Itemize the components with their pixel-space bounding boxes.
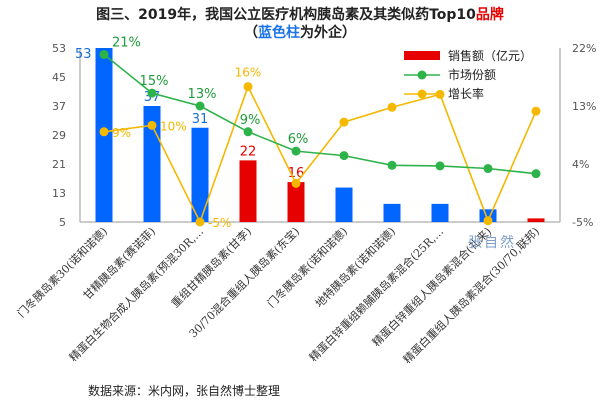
legend-growth-marker [417,89,427,99]
subtitle-open: （ [244,25,258,41]
left-tick-label: 21 [52,158,66,171]
category-label: 门冬胰岛素(诺和诺德) [264,224,350,310]
share-point [243,127,253,137]
share-point [195,101,205,111]
legend-share-label: 市场份额 [448,67,496,82]
bar [191,127,209,222]
bar [335,187,353,222]
bar-value-label: 31 [192,112,209,127]
left-tick-label: 45 [52,71,66,84]
legend-bar-swatch [404,51,440,60]
bar [527,218,545,222]
share-point [483,164,493,174]
chart-title: 图三、2019年，我国公立医疗机构胰岛素及其类似药Top10品牌 [0,4,600,24]
left-tick-label: 37 [52,100,66,113]
growth-value-label: -5% [208,216,231,230]
watermark: 张自然 [468,235,516,251]
legend-sales-label: 销售额（亿元） [448,48,532,63]
growth-point [531,106,541,116]
category-label: 门冬胰岛素30(诺和诺德) [14,224,110,320]
share-value-label: 13% [188,87,217,102]
right-tick-label: -5% [572,216,593,229]
growth-value-label: 9% [112,126,131,140]
share-point [435,161,445,171]
growth-value-label: 10% [160,119,187,133]
share-value-label: 21% [112,35,141,50]
legend-growth-label: 增长率 [448,86,484,101]
data-source: 数据来源：米内网，张自然博士整理 [88,384,281,398]
growth-point [387,102,397,112]
growth-point [195,217,205,227]
bar [383,203,401,222]
left-tick-label: 53 [52,42,66,55]
bar-value-label: 22 [240,144,257,159]
left-tick-label: 5 [59,216,66,229]
share-point [147,88,157,98]
share-value-label: 6% [288,132,309,147]
share-point [99,49,109,59]
title-text: 图三、2019年，我国公立医疗机构胰岛素及其类似药Top10 [96,7,476,23]
title-highlight: 品牌 [475,7,504,23]
growth-point [99,127,109,137]
subtitle-highlight: 蓝色柱 [258,25,300,41]
chart-subtitle: （蓝色柱为外企） [0,22,600,42]
subtitle-text: 为外企） [300,25,356,41]
growth-point [243,82,253,92]
growth-point [291,178,301,188]
share-point [387,160,397,170]
share-line [103,53,537,175]
share-value-label: 9% [240,113,261,128]
share-point [291,146,301,156]
bar [239,160,257,222]
left-tick-label: 29 [52,129,66,142]
bar [431,203,449,222]
growth-point [147,120,157,130]
share-point [531,169,541,179]
right-tick-label: 13% [572,100,596,113]
growth-point [483,216,493,226]
category-label: 地特胰岛素(诺和诺德) [312,224,398,310]
growth-point [339,117,349,127]
bar-value-label: 53 [75,47,92,62]
category-label: 重组甘精胰岛素(甘李) [168,224,254,310]
left-tick-label: 13 [52,187,66,200]
growth-value-label: 16% [235,66,262,80]
share-point [339,151,349,161]
bar [287,182,305,222]
legend-share-marker [417,70,427,80]
right-tick-label: 22% [572,42,596,55]
share-value-label: 15% [140,74,169,89]
right-tick-label: 4% [572,158,589,171]
growth-line [103,84,537,225]
